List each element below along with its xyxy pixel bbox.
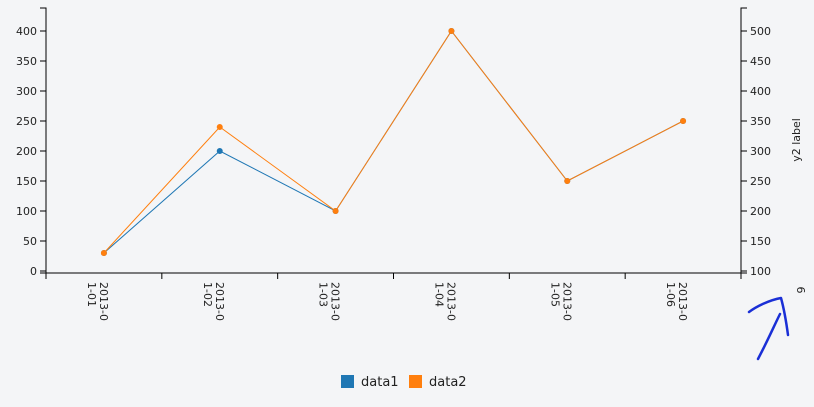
x-tick-label: 2013-01-06 <box>664 282 689 321</box>
y2-tick-label: 150 <box>750 235 771 248</box>
y2-extra-tick-label: 6 <box>794 287 807 294</box>
x-tick-label: 2013-01-03 <box>317 282 342 321</box>
x-tick-label-line: 2013-0 <box>676 282 689 321</box>
x-tick-label-line: 1-05 <box>548 282 561 307</box>
y-tick-label: 350 <box>16 55 37 68</box>
x-tick-label: 2013-01-05 <box>548 282 573 321</box>
annotation-arrow-hook <box>747 296 790 337</box>
y-tick-label: 400 <box>16 25 37 38</box>
y-tick-label: 200 <box>16 145 37 158</box>
y-tick-label: 100 <box>16 205 37 218</box>
legend-label-data2: data2 <box>429 375 467 390</box>
data-point-data2 <box>680 118 687 124</box>
x-tick-label-line: 1-06 <box>664 282 677 307</box>
x-tick-label: 2013-01-04 <box>432 282 457 321</box>
y2-axis-line <box>740 7 747 274</box>
y-tick-label: 50 <box>23 235 37 248</box>
x-tick-label-line: 2013-0 <box>213 282 226 321</box>
x-tick-label-line: 2013-0 <box>444 282 457 321</box>
y2-tick-label: 400 <box>750 85 771 98</box>
y-tick-label: 150 <box>16 175 37 188</box>
x-tick-label-line: 2013-0 <box>560 282 573 321</box>
legend-swatch-data2 <box>409 375 422 388</box>
y2-tick-label: 200 <box>750 205 771 218</box>
y-tick-label: 250 <box>16 115 37 128</box>
data-point-data2 <box>564 178 571 184</box>
y-axis-line <box>40 7 47 274</box>
y2-tick-label: 350 <box>750 115 771 128</box>
points-layer <box>100 28 687 256</box>
x-tick-label: 2013-01-01 <box>85 282 110 321</box>
legend-swatch-data1 <box>341 375 354 388</box>
y2-tick-label: 100 <box>750 265 771 278</box>
data-point-data1 <box>216 148 223 154</box>
x-tick-label-line: 1-03 <box>317 282 330 307</box>
annotation-arrow-shaft <box>756 312 782 361</box>
x-tick-label: 2013-01-02 <box>201 282 226 321</box>
x-tick-label-line: 2013-0 <box>329 282 342 321</box>
y2-tick-label: 300 <box>750 145 771 158</box>
data-point-data2 <box>448 28 455 34</box>
y2-tick-label: 250 <box>750 175 771 188</box>
y2-tick-label: 500 <box>750 25 771 38</box>
legend: data1 data2 <box>341 375 467 390</box>
y2-axis-title: y2 label <box>790 118 803 162</box>
axes-layer: 0 50 100 150 200 250 300 350 400 100 150 200 250 300 3… <box>16 7 807 321</box>
y-tick-label: 0 <box>30 265 37 278</box>
data-point-data2 <box>100 250 107 256</box>
data-point-data2 <box>332 208 339 214</box>
legend-label-data1: data1 <box>361 375 399 390</box>
y2-tick-label: 450 <box>750 55 771 68</box>
annotation-layer <box>747 296 790 361</box>
lines-layer <box>103 30 684 254</box>
series-line-data2 <box>103 30 684 254</box>
data-point-data2 <box>216 124 223 130</box>
x-tick-label-line: 1-01 <box>85 282 98 307</box>
y-tick-label: 300 <box>16 85 37 98</box>
x-tick-label-line: 1-04 <box>432 282 445 307</box>
x-tick-label-line: 2013-0 <box>97 282 110 321</box>
x-tick-label-line: 1-02 <box>201 282 214 307</box>
series-line-data1 <box>103 30 684 254</box>
